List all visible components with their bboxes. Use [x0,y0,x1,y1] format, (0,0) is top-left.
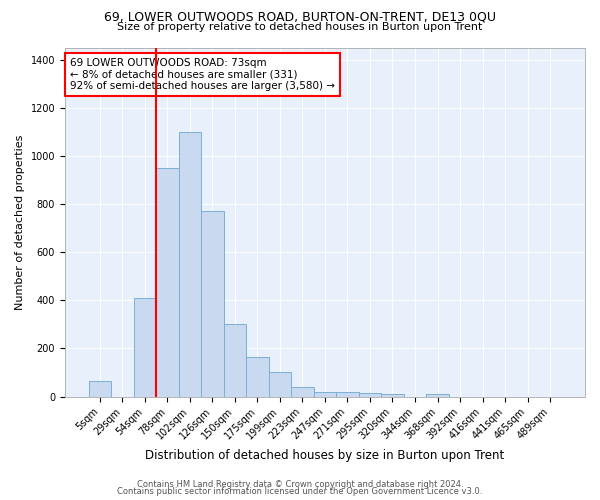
Bar [336,392,359,396]
Bar [224,324,246,396]
Bar [269,372,291,396]
Bar [201,211,224,396]
Bar [156,168,179,396]
Text: Contains public sector information licensed under the Open Government Licence v3: Contains public sector information licen… [118,487,482,496]
Bar [179,132,201,396]
Text: 69 LOWER OUTWOODS ROAD: 73sqm
← 8% of detached houses are smaller (331)
92% of s: 69 LOWER OUTWOODS ROAD: 73sqm ← 8% of de… [70,58,335,91]
Bar [89,381,111,396]
Bar [246,357,269,397]
Text: Size of property relative to detached houses in Burton upon Trent: Size of property relative to detached ho… [118,22,482,32]
Bar [426,394,449,396]
Bar [314,392,336,396]
X-axis label: Distribution of detached houses by size in Burton upon Trent: Distribution of detached houses by size … [145,450,505,462]
Text: Contains HM Land Registry data © Crown copyright and database right 2024.: Contains HM Land Registry data © Crown c… [137,480,463,489]
Y-axis label: Number of detached properties: Number of detached properties [15,134,25,310]
Bar [359,393,381,396]
Bar [134,298,156,396]
Bar [381,394,404,396]
Text: 69, LOWER OUTWOODS ROAD, BURTON-ON-TRENT, DE13 0QU: 69, LOWER OUTWOODS ROAD, BURTON-ON-TRENT… [104,10,496,23]
Bar [291,387,314,396]
